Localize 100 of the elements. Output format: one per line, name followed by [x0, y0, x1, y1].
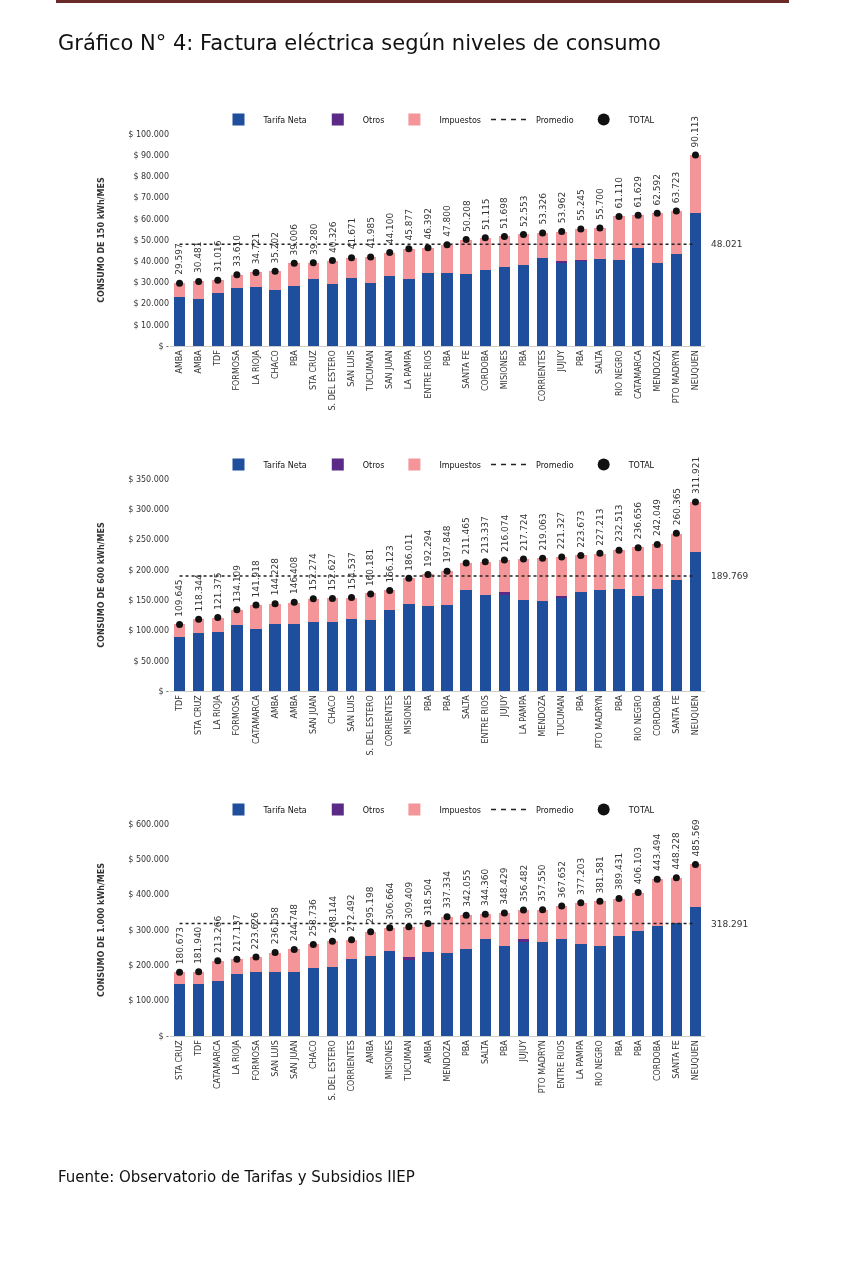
- y-tick-label: $ 150.000: [128, 595, 169, 605]
- legend-label: Otros: [362, 805, 385, 815]
- x-tick-label: PBA: [576, 349, 586, 366]
- y-tick-label: $ 300.000: [128, 505, 169, 515]
- x-tick-label: SANTA FE: [671, 1040, 681, 1079]
- data-label: 227.213: [595, 508, 606, 546]
- x-tick-label: SALTA: [595, 349, 605, 374]
- data-label: 53.962: [557, 191, 568, 224]
- data-label: 34.721: [250, 232, 261, 265]
- x-tick-label: S. DEL ESTERO: [366, 695, 376, 756]
- y-axis-title: CONSUMO DE 150 kWh/MES: [96, 177, 106, 303]
- x-tick-label: S. DEL ESTERO: [328, 350, 338, 411]
- x-tick-label: CORRIENTES: [538, 350, 548, 402]
- chart-title: Gráfico N° 4: Factura eléctrica según niveles de consumo: [57, 30, 662, 57]
- x-tick-label: PBA: [499, 1039, 509, 1056]
- x-tick-label: AMBA: [366, 1039, 376, 1064]
- data-label: 186.011: [404, 533, 415, 571]
- legend-label: TOTAL: [627, 115, 655, 125]
- x-tick-label: TUCUMAN: [404, 1040, 414, 1082]
- data-label: 348.429: [498, 867, 509, 905]
- x-tick-label: TUCUMAN: [366, 350, 376, 392]
- x-tick-label: MENDOZA: [652, 349, 662, 392]
- data-label: 39.280: [308, 223, 319, 256]
- y-tick-label: $ 350.000: [128, 474, 169, 484]
- data-label: 55.245: [575, 189, 586, 221]
- y-tick-label: $ 30.000: [133, 278, 169, 288]
- x-tick-label: PBA: [633, 1039, 643, 1056]
- x-tick-label: JUJUY: [499, 695, 509, 718]
- x-tick-label: PBA: [519, 349, 529, 366]
- data-label: 160.181: [365, 548, 376, 587]
- x-tick-label: SALTA: [461, 694, 471, 719]
- data-label: 443.494: [652, 833, 663, 872]
- data-label: 55.700: [594, 188, 605, 220]
- y-axis-title: CONSUMO DE 1.000 kWh/MES: [96, 862, 106, 998]
- x-tick-label: AMBA: [194, 349, 204, 374]
- legend-label: Otros: [362, 460, 385, 470]
- text: 48.021: [711, 239, 743, 249]
- x-tick-label: CORRIENTES: [385, 695, 395, 747]
- x-tick-label: CORRIENTES: [347, 1040, 357, 1092]
- x-tick-label: STA CRUZ: [308, 349, 318, 390]
- data-label: 90.113: [690, 115, 701, 148]
- x-tick-label: MENDOZA: [442, 1039, 452, 1082]
- data-label: 50.208: [461, 199, 472, 232]
- x-tick-label: MISIONES: [404, 695, 414, 735]
- data-label: 152.627: [327, 553, 338, 591]
- data-label: 232.513: [614, 504, 625, 542]
- x-tick-label: TUCUMAN: [557, 695, 567, 737]
- x-tick-label: FORMOSA: [232, 349, 242, 391]
- data-label: 216.074: [499, 514, 510, 552]
- y-tick-label: $ 20.000: [133, 299, 169, 309]
- y-tick-label: $ 50.000: [133, 656, 169, 666]
- x-tick-label: PBA: [461, 1039, 471, 1056]
- x-tick-label: PBA: [576, 694, 586, 711]
- data-label: 244.748: [289, 903, 300, 942]
- data-label: 166.123: [384, 545, 395, 583]
- data-label: 181.940: [193, 926, 204, 964]
- y-tick-label: $ 400.000: [128, 890, 169, 900]
- x-tick-label: CATAMARCA: [251, 694, 261, 744]
- x-tick-label: PTO MADRYN: [595, 695, 605, 749]
- y-tick-label: $ 300.000: [128, 925, 169, 935]
- data-label: 356.482: [518, 864, 529, 903]
- data-label: 344.360: [480, 868, 491, 907]
- x-tick-label: RIO NEGRO: [595, 1040, 605, 1087]
- data-label: 448.228: [671, 831, 682, 870]
- x-tick-label: PTO MADRYN: [671, 350, 681, 404]
- data-label: 295.198: [365, 886, 376, 924]
- data-label: 485.569: [690, 818, 701, 857]
- x-tick-label: TDF: [213, 349, 223, 367]
- x-tick-label: S. DEL ESTERO: [328, 1040, 338, 1101]
- x-tick-label: LA RIOJA: [213, 694, 223, 730]
- data-label: 180.673: [174, 926, 185, 965]
- x-tick-label: CHACO: [308, 1040, 318, 1070]
- x-tick-label: NEUQUEN: [691, 350, 701, 391]
- data-label: 52.553: [518, 195, 529, 228]
- x-tick-label: FORMOSA: [232, 694, 242, 736]
- x-tick-label: AMBA: [289, 694, 299, 719]
- x-tick-label: PBA: [442, 349, 452, 366]
- legend-label: Promedio: [535, 460, 574, 470]
- data-label: 211.465: [460, 517, 471, 555]
- data-label: 223.673: [575, 510, 586, 548]
- x-tick-label: PBA: [614, 694, 624, 711]
- x-tick-label: STA CRUZ: [194, 694, 204, 735]
- x-tick-label: CORDOBA: [652, 694, 662, 737]
- legend-label: Impuestos: [439, 805, 481, 815]
- x-tick-label: ENTRE RIOS: [557, 1040, 567, 1089]
- x-tick-label: CHACO: [328, 695, 338, 725]
- x-tick-label: RIO NEGRO: [633, 695, 643, 742]
- y-tick-label: $ 40.000: [133, 257, 169, 266]
- x-tick-label: CATAMARCA: [633, 349, 643, 399]
- x-tick-label: PBA: [289, 349, 299, 366]
- x-tick-label: CORDOBA: [480, 349, 490, 392]
- data-label: 236.058: [270, 906, 280, 945]
- data-label: 309.409: [403, 881, 414, 920]
- data-label: 62.592: [651, 174, 662, 206]
- y-tick-label: $ 500.000: [128, 855, 169, 865]
- data-label: 144.228: [269, 557, 280, 596]
- x-tick-label: MISIONES: [385, 1040, 395, 1080]
- y-tick-label: $ 100.000: [128, 996, 169, 1006]
- x-tick-label: SAN LUIS: [270, 1040, 280, 1077]
- data-label: 242.049: [652, 498, 663, 537]
